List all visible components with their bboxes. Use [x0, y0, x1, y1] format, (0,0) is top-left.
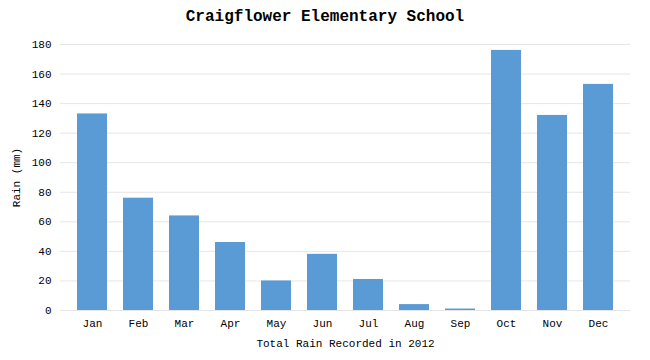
svg-text:40: 40 — [38, 246, 51, 258]
svg-text:100: 100 — [32, 157, 52, 169]
svg-text:180: 180 — [32, 39, 52, 51]
svg-text:0: 0 — [45, 305, 52, 317]
svg-text:80: 80 — [38, 187, 51, 199]
svg-text:140: 140 — [32, 98, 52, 110]
svg-text:May: May — [267, 318, 287, 330]
svg-text:60: 60 — [38, 216, 51, 228]
svg-text:Total Rain Recorded in 2012: Total Rain Recorded in 2012 — [256, 338, 434, 350]
svg-text:Sep: Sep — [451, 318, 471, 330]
svg-text:Oct: Oct — [497, 318, 517, 330]
svg-text:Jan: Jan — [83, 318, 103, 330]
svg-text:20: 20 — [38, 275, 51, 287]
svg-text:Mar: Mar — [175, 318, 195, 330]
html-text:Craigflower Elementary School: Craigflower Elementary School — [185, 8, 465, 26]
svg-text:Dec: Dec — [589, 318, 609, 330]
svg-text:Nov: Nov — [543, 318, 563, 330]
svg-text:Apr: Apr — [221, 318, 241, 330]
svg-text:120: 120 — [32, 128, 52, 140]
svg-text:160: 160 — [32, 69, 52, 81]
svg-text:Jul: Jul — [359, 318, 379, 330]
svg-text:Jun: Jun — [313, 318, 333, 330]
svg-text:Feb: Feb — [129, 318, 149, 330]
svg-text:Rain (mm): Rain (mm) — [11, 148, 23, 207]
svg-text:Aug: Aug — [405, 318, 425, 330]
